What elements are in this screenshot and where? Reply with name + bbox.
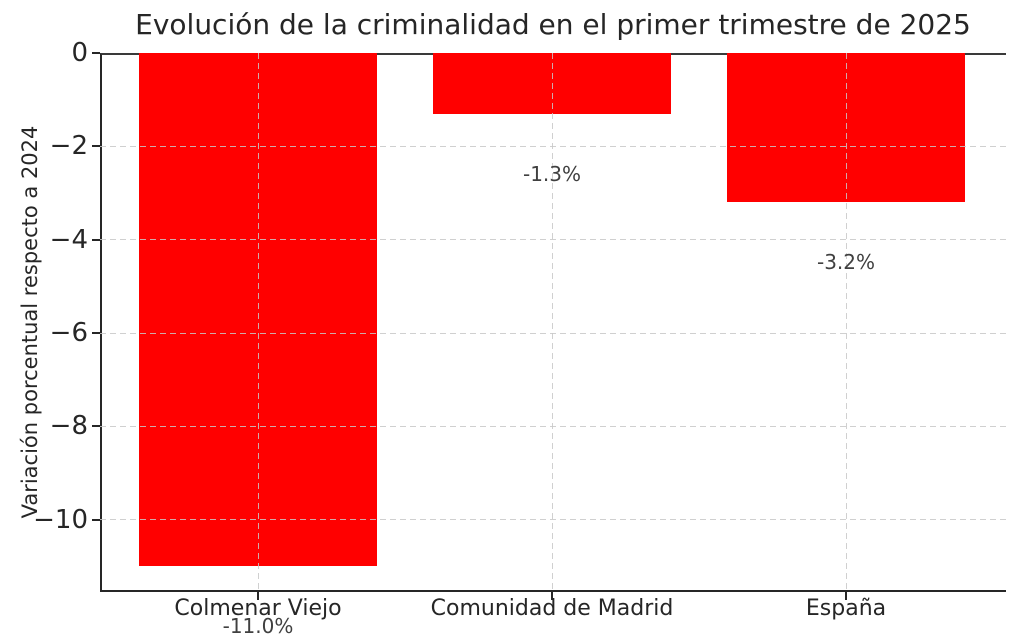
y-tick-label: −4 bbox=[49, 224, 88, 255]
y-tick-label: −10 bbox=[33, 504, 88, 535]
y-tick-mark bbox=[92, 332, 100, 334]
x-tick-mark bbox=[257, 592, 259, 600]
gridline-horizontal bbox=[100, 425, 1006, 427]
gridline-vertical bbox=[257, 53, 259, 592]
bar-value-label-colmenar-viejo: -11.0% bbox=[222, 614, 294, 639]
y-tick-mark bbox=[92, 518, 100, 521]
gridline-horizontal bbox=[100, 519, 1006, 521]
x-tick-mark bbox=[551, 592, 553, 600]
y-tick-mark bbox=[92, 145, 100, 148]
x-tick-label-colmenar-viejo: Colmenar Viejo bbox=[174, 596, 342, 621]
chart-title: Evolución de la criminalidad en el prime… bbox=[135, 8, 971, 41]
gridline-horizontal bbox=[100, 145, 1006, 147]
y-tick-mark bbox=[92, 425, 100, 428]
gridline-horizontal bbox=[100, 239, 1006, 241]
gridline-vertical bbox=[551, 53, 553, 592]
x-tick-label-comunidad-de-madrid: Comunidad de Madrid bbox=[430, 596, 674, 621]
x-tick-mark bbox=[845, 592, 847, 600]
y-tick-label: −6 bbox=[49, 318, 88, 348]
gridline-vertical bbox=[845, 53, 847, 592]
gridline-horizontal bbox=[100, 332, 1006, 334]
y-tick-label: 0 bbox=[71, 38, 88, 68]
y-tick-mark bbox=[92, 52, 100, 54]
y-tick-label: −8 bbox=[49, 411, 88, 442]
bar-value-label-espana: -3.2% bbox=[816, 250, 876, 275]
y-tick-mark bbox=[92, 238, 100, 241]
x-tick-label-espana: España bbox=[805, 596, 887, 621]
y-tick-label: −2 bbox=[49, 131, 88, 162]
bar-value-label-comunidad-de-madrid: -1.3% bbox=[522, 161, 582, 186]
